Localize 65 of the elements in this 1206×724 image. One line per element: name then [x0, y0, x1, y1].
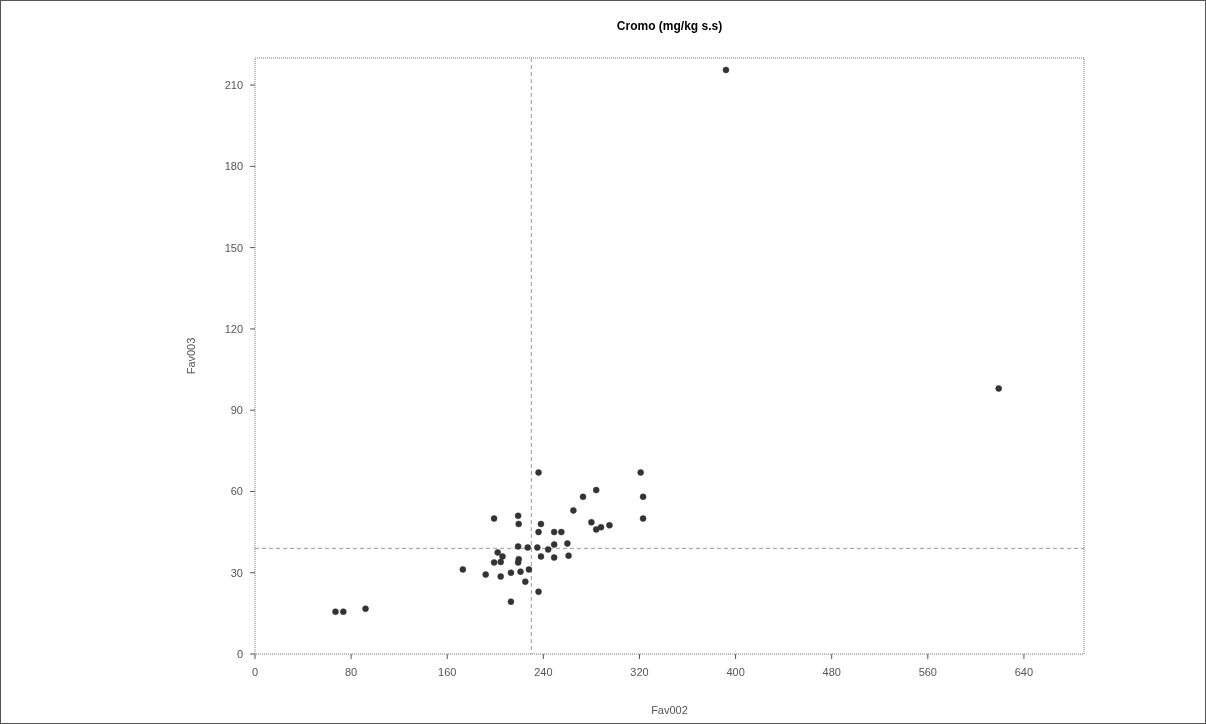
point	[558, 528, 565, 536]
point	[550, 554, 558, 561]
x-tick-label: 160	[438, 666, 457, 678]
point	[524, 544, 531, 551]
point	[499, 553, 506, 560]
y-tick-label: 90	[230, 404, 243, 417]
point	[639, 515, 647, 522]
point	[514, 512, 522, 520]
x-tick-label: 80	[344, 666, 358, 678]
y-tick-label: 60	[230, 485, 243, 498]
point	[588, 519, 595, 526]
point	[494, 549, 501, 556]
point	[995, 385, 1002, 392]
point	[514, 543, 522, 550]
point	[525, 566, 533, 573]
point	[522, 578, 529, 585]
chart-title: Cromo (mg/kg s.s)	[616, 19, 723, 33]
point	[507, 598, 515, 605]
point	[544, 546, 552, 553]
point	[550, 528, 558, 536]
point	[490, 515, 498, 522]
x-tick-label: 480	[822, 666, 841, 678]
point	[482, 571, 489, 578]
point	[564, 540, 571, 547]
x-tick-label: 560	[918, 666, 937, 678]
point	[514, 559, 522, 566]
y-tick-label: 30	[230, 566, 243, 579]
point	[592, 486, 600, 494]
point	[515, 520, 522, 528]
x-axis-title: Fav002	[651, 704, 688, 716]
point	[565, 552, 572, 559]
point	[606, 522, 613, 529]
point	[639, 493, 647, 501]
point	[570, 507, 577, 514]
point	[579, 493, 587, 501]
x-tick-label: 0	[251, 666, 259, 678]
x-tick-label: 400	[726, 666, 745, 678]
point	[550, 541, 558, 548]
point	[362, 605, 369, 613]
point	[637, 469, 644, 476]
y-tick-label: 120	[224, 322, 243, 335]
x-tick-label: 640	[1014, 666, 1034, 678]
point	[517, 568, 524, 575]
point	[332, 608, 339, 615]
point	[490, 559, 498, 566]
point	[497, 573, 504, 580]
x-tick-label: 240	[534, 666, 553, 678]
point	[534, 544, 541, 551]
point	[340, 608, 347, 615]
y-tick-label: 150	[224, 241, 243, 254]
point	[592, 526, 600, 533]
point	[537, 553, 545, 560]
point	[497, 558, 504, 566]
point	[535, 528, 542, 536]
point	[722, 66, 730, 74]
point	[535, 469, 542, 476]
y-axis-title: Fav003	[185, 337, 197, 375]
x-tick-label: 320	[630, 666, 649, 678]
y-tick-label: 0	[236, 648, 243, 660]
y-tick-label: 210	[224, 79, 243, 92]
point	[535, 588, 542, 595]
point	[507, 569, 515, 576]
point	[537, 520, 545, 528]
y-tick-label: 180	[224, 160, 243, 173]
point	[459, 566, 467, 573]
